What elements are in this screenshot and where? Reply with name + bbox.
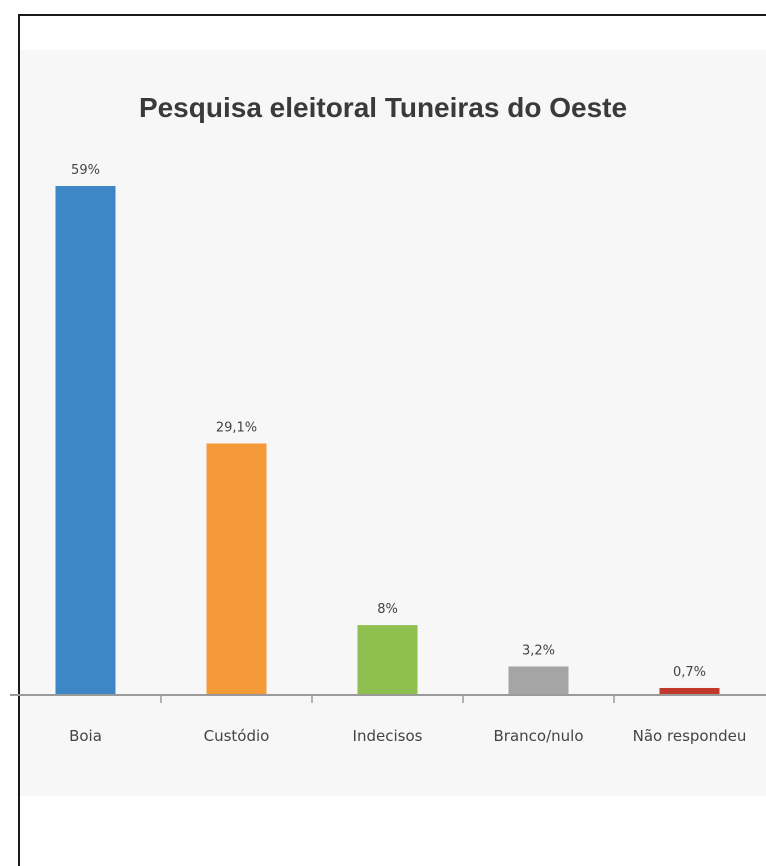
data-label-boia: 59% [71,163,100,178]
data-label-branco-nulo: 3,2% [522,643,555,658]
x-tick-label-branco-nulo: Branco/nulo [494,727,584,745]
data-label-custodio: 29,1% [216,420,257,435]
x-tick-label-custodio: Custódio [204,727,270,745]
data-label-indecisos: 8% [377,602,398,617]
image-frame [18,14,766,866]
x-tick-label-boia: Boia [69,727,102,745]
x-tick-label-nao-respondeu: Não respondeu [633,727,747,745]
bar-boia [55,186,116,694]
chart-title: Pesquisa eleitoral Tuneiras do Oeste [138,92,628,123]
x-tick-label-indecisos: Indecisos [353,727,423,745]
bar-branco-nulo [508,666,569,694]
data-label-nao-respondeu: 0,7% [673,665,706,680]
bar-nao-respondeu [659,687,720,694]
bar-custodio [206,443,267,694]
bar-indecisos [357,625,418,694]
